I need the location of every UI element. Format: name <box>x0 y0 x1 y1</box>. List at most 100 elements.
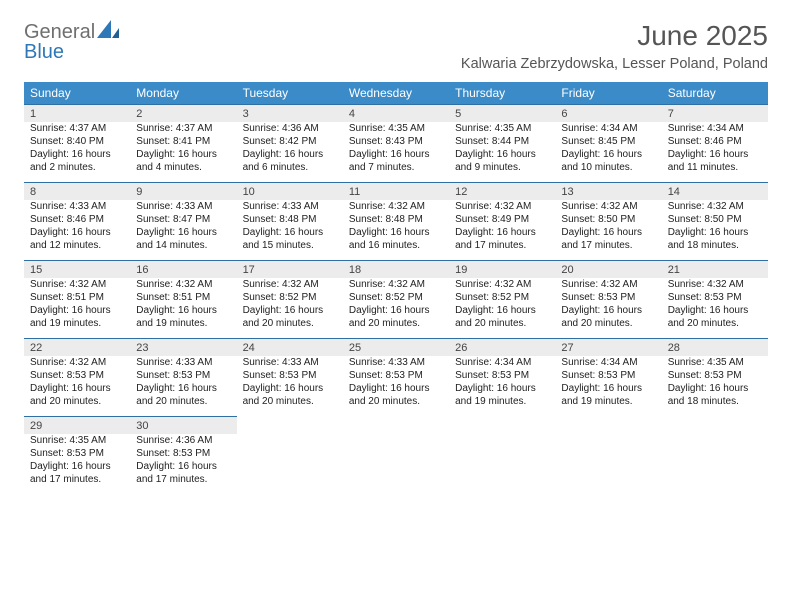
location: Kalwaria Zebrzydowska, Lesser Poland, Po… <box>461 56 768 72</box>
day-detail-row: Sunrise: 4:32 AMSunset: 8:51 PMDaylight:… <box>24 278 768 339</box>
day-detail-line: Sunrise: 4:34 AM <box>561 356 655 369</box>
day-number: 21 <box>662 261 768 279</box>
day-detail <box>449 434 555 494</box>
day-number <box>237 417 343 435</box>
day-detail-line: Sunrise: 4:33 AM <box>30 200 124 213</box>
day-detail-line: Sunset: 8:51 PM <box>30 291 124 304</box>
day-detail-line: Sunrise: 4:32 AM <box>455 278 549 291</box>
day-detail: Sunrise: 4:33 AMSunset: 8:47 PMDaylight:… <box>130 200 236 261</box>
day-detail-line: Sunset: 8:53 PM <box>668 291 762 304</box>
day-detail-line: Sunrise: 4:32 AM <box>668 200 762 213</box>
day-detail-line: Sunset: 8:53 PM <box>30 369 124 382</box>
day-detail: Sunrise: 4:34 AMSunset: 8:45 PMDaylight:… <box>555 122 661 183</box>
day-number: 10 <box>237 183 343 201</box>
day-detail-line: and 19 minutes. <box>561 395 655 408</box>
day-detail-line: Sunset: 8:53 PM <box>30 447 124 460</box>
day-detail-line: Sunset: 8:45 PM <box>561 135 655 148</box>
day-number-row: 1234567 <box>24 105 768 123</box>
day-detail-line: Daylight: 16 hours <box>349 304 443 317</box>
day-detail-line: Sunrise: 4:34 AM <box>668 122 762 135</box>
day-detail: Sunrise: 4:32 AMSunset: 8:52 PMDaylight:… <box>449 278 555 339</box>
day-detail-line: and 16 minutes. <box>349 239 443 252</box>
day-detail-line: Sunrise: 4:32 AM <box>349 200 443 213</box>
day-detail-line: Sunrise: 4:35 AM <box>668 356 762 369</box>
day-detail-line: Daylight: 16 hours <box>455 148 549 161</box>
day-detail-line: Sunset: 8:53 PM <box>561 369 655 382</box>
day-detail-line: Daylight: 16 hours <box>30 460 124 473</box>
day-detail: Sunrise: 4:32 AMSunset: 8:49 PMDaylight:… <box>449 200 555 261</box>
weekday-header: Monday <box>130 82 236 105</box>
day-detail-line: Sunset: 8:52 PM <box>455 291 549 304</box>
day-detail: Sunrise: 4:32 AMSunset: 8:52 PMDaylight:… <box>343 278 449 339</box>
day-detail-line: and 20 minutes. <box>349 395 443 408</box>
day-detail-line: Daylight: 16 hours <box>243 382 337 395</box>
day-detail-line: and 6 minutes. <box>243 161 337 174</box>
day-detail-line: and 15 minutes. <box>243 239 337 252</box>
day-detail: Sunrise: 4:32 AMSunset: 8:50 PMDaylight:… <box>555 200 661 261</box>
day-detail-line: Daylight: 16 hours <box>668 382 762 395</box>
day-detail-line: Sunset: 8:43 PM <box>349 135 443 148</box>
day-number: 28 <box>662 339 768 357</box>
day-detail-line: Daylight: 16 hours <box>349 382 443 395</box>
day-detail-line: Daylight: 16 hours <box>243 226 337 239</box>
day-detail-line: Daylight: 16 hours <box>136 304 230 317</box>
day-number: 8 <box>24 183 130 201</box>
day-detail-line: Sunset: 8:50 PM <box>561 213 655 226</box>
day-number: 3 <box>237 105 343 123</box>
day-detail-line: Sunset: 8:44 PM <box>455 135 549 148</box>
day-detail-line: and 19 minutes. <box>136 317 230 330</box>
day-number: 5 <box>449 105 555 123</box>
day-detail-line: and 19 minutes. <box>30 317 124 330</box>
day-detail-line: Sunrise: 4:32 AM <box>668 278 762 291</box>
day-number: 6 <box>555 105 661 123</box>
day-detail-line: Sunrise: 4:32 AM <box>561 278 655 291</box>
day-detail-line: and 17 minutes. <box>561 239 655 252</box>
day-detail-line: Sunset: 8:46 PM <box>668 135 762 148</box>
day-detail: Sunrise: 4:35 AMSunset: 8:53 PMDaylight:… <box>24 434 130 494</box>
day-detail-line: Daylight: 16 hours <box>136 382 230 395</box>
day-detail-line: Sunset: 8:51 PM <box>136 291 230 304</box>
day-number-row: 2930 <box>24 417 768 435</box>
day-detail: Sunrise: 4:33 AMSunset: 8:53 PMDaylight:… <box>130 356 236 417</box>
day-detail <box>662 434 768 494</box>
day-number: 19 <box>449 261 555 279</box>
day-detail-line: Daylight: 16 hours <box>455 226 549 239</box>
day-number: 2 <box>130 105 236 123</box>
day-number-row: 22232425262728 <box>24 339 768 357</box>
day-detail: Sunrise: 4:33 AMSunset: 8:46 PMDaylight:… <box>24 200 130 261</box>
day-detail-line: Daylight: 16 hours <box>561 304 655 317</box>
day-detail-line: and 17 minutes. <box>455 239 549 252</box>
day-detail: Sunrise: 4:35 AMSunset: 8:44 PMDaylight:… <box>449 122 555 183</box>
day-number: 14 <box>662 183 768 201</box>
day-detail-line: Sunrise: 4:34 AM <box>561 122 655 135</box>
day-detail-line: Sunrise: 4:32 AM <box>30 356 124 369</box>
day-detail: Sunrise: 4:33 AMSunset: 8:53 PMDaylight:… <box>237 356 343 417</box>
day-detail-line: and 18 minutes. <box>668 395 762 408</box>
day-detail-line: Sunrise: 4:32 AM <box>30 278 124 291</box>
day-detail-line: Sunset: 8:53 PM <box>668 369 762 382</box>
day-detail-line: and 2 minutes. <box>30 161 124 174</box>
weekday-header: Saturday <box>662 82 768 105</box>
day-detail-line: and 20 minutes. <box>561 317 655 330</box>
day-number: 1 <box>24 105 130 123</box>
day-detail-line: and 10 minutes. <box>561 161 655 174</box>
day-detail <box>555 434 661 494</box>
day-detail-line: Daylight: 16 hours <box>30 148 124 161</box>
day-detail-line: Sunrise: 4:36 AM <box>243 122 337 135</box>
month-title: June 2025 <box>461 20 768 52</box>
day-detail-line: Sunset: 8:46 PM <box>30 213 124 226</box>
day-detail-line: Sunset: 8:53 PM <box>136 447 230 460</box>
day-detail-line: Daylight: 16 hours <box>136 460 230 473</box>
day-number: 12 <box>449 183 555 201</box>
day-number: 9 <box>130 183 236 201</box>
day-number: 15 <box>24 261 130 279</box>
weekday-header: Thursday <box>449 82 555 105</box>
day-detail-line: Sunset: 8:41 PM <box>136 135 230 148</box>
day-detail-line: and 11 minutes. <box>668 161 762 174</box>
day-detail-line: Sunset: 8:53 PM <box>243 369 337 382</box>
weekday-header: Wednesday <box>343 82 449 105</box>
day-detail-row: Sunrise: 4:37 AMSunset: 8:40 PMDaylight:… <box>24 122 768 183</box>
day-detail: Sunrise: 4:32 AMSunset: 8:52 PMDaylight:… <box>237 278 343 339</box>
calendar-grid: SundayMondayTuesdayWednesdayThursdayFrid… <box>24 82 768 494</box>
day-detail: Sunrise: 4:33 AMSunset: 8:48 PMDaylight:… <box>237 200 343 261</box>
